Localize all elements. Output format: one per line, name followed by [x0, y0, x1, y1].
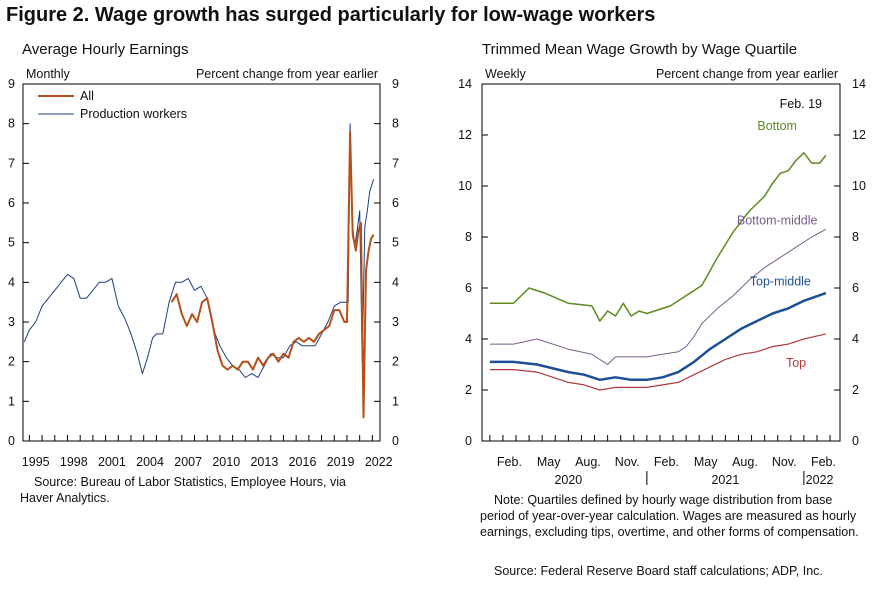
left-x-tick-label: 2022 [365, 455, 393, 469]
left-y-tick-label-right: 5 [392, 236, 399, 250]
left-y-tick-label: 7 [8, 156, 15, 170]
date-annotation: Feb. 19 [780, 97, 822, 111]
right-y-tick-label-right: 8 [852, 230, 859, 244]
left-y-tick-label: 1 [8, 394, 15, 408]
right-note: Note: Quartiles defined by hourly wage d… [480, 493, 859, 539]
right-year-label: 2022 [806, 473, 834, 487]
right-y-tick-label: 6 [465, 281, 472, 295]
right-y-tick-label-right: 2 [852, 383, 859, 397]
left-y-tick-label-right: 3 [392, 315, 399, 329]
right-x-tick-label: Feb. [654, 455, 679, 469]
left-y-tick-label-right: 6 [392, 196, 399, 210]
right-y-tick-label-right: 6 [852, 281, 859, 295]
series-line-top [489, 333, 827, 391]
left-plot-frame [22, 83, 381, 442]
right-y-tick-label-right: 14 [852, 77, 866, 91]
series-line-all [170, 130, 375, 419]
left-y-tick-label-right: 1 [392, 394, 399, 408]
right-y-tick-label: 10 [458, 179, 472, 193]
right-y-tick-label: 14 [458, 77, 472, 91]
left-y-tick-label: 8 [8, 117, 15, 131]
left-y-tick-label: 6 [8, 196, 15, 210]
right-y-tick-label: 8 [465, 230, 472, 244]
left-y-tick-label: 2 [8, 355, 15, 369]
series-label-top-middle: Top-middle [750, 274, 811, 288]
right-y-tick-label-right: 12 [852, 128, 866, 142]
right-source-note: Source: Federal Reserve Board staff calc… [494, 564, 823, 578]
right-y-tick-label-right: 0 [852, 434, 859, 448]
right-x-tick-label: May [537, 455, 561, 469]
right-frequency-label: Weekly [485, 67, 527, 81]
right-panel-title: Trimmed Mean Wage Growth by Wage Quartil… [482, 41, 798, 58]
series-label-top: Top [786, 356, 806, 370]
left-x-tick-label: 2001 [98, 455, 126, 469]
left-x-tick-label: 2010 [212, 455, 240, 469]
series-label-bottom: Bottom [757, 119, 797, 133]
left-y-tick-label-right: 9 [392, 77, 399, 91]
series-line-bottom [489, 152, 827, 322]
right-y-tick-label-right: 10 [852, 179, 866, 193]
right-plot-frame [481, 83, 841, 442]
right-y-tick-label: 4 [465, 332, 472, 346]
left-y-tick-label-right: 4 [392, 275, 399, 289]
right-x-tick-label: Feb. [811, 455, 836, 469]
right-y-tick-label-right: 4 [852, 332, 859, 346]
right-year-label: 2020 [554, 473, 582, 487]
left-y-tick-label-right: 8 [392, 117, 399, 131]
left-y-tick-label-right: 7 [392, 156, 399, 170]
left-x-tick-label: 2016 [289, 455, 317, 469]
left-y-tick-label: 4 [8, 275, 15, 289]
right-year-label: 2021 [711, 473, 739, 487]
left-y-tick-label: 5 [8, 236, 15, 250]
left-x-tick-label: 2019 [327, 455, 355, 469]
left-frequency-label: Monthly [26, 67, 71, 81]
series-label-bottom-middle: Bottom-middle [737, 213, 818, 227]
right-x-tick-label: May [694, 455, 718, 469]
right-y-tick-label: 12 [458, 128, 472, 142]
right-x-tick-label: Nov. [772, 455, 797, 469]
legend-label-production: Production workers [80, 107, 187, 121]
left-y-tick-label-right: 0 [392, 434, 399, 448]
series-line-production-workers [23, 123, 375, 378]
left-units-label: Percent change from year earlier [196, 67, 378, 81]
series-line-bottom-middle [489, 228, 827, 365]
right-y-tick-label: 2 [465, 383, 472, 397]
left-x-tick-label: 2007 [174, 455, 202, 469]
figure-title: Figure 2. Wage growth has surged particu… [6, 4, 656, 26]
left-y-tick-label: 9 [8, 77, 15, 91]
right-x-tick-label: Feb. [497, 455, 522, 469]
left-y-tick-label: 3 [8, 315, 15, 329]
left-y-tick-label-right: 2 [392, 355, 399, 369]
right-x-tick-label: Aug. [575, 455, 601, 469]
series-line-top-middle [489, 291, 827, 382]
right-units-label: Percent change from year earlier [656, 67, 838, 81]
right-y-tick-label: 0 [465, 434, 472, 448]
left-x-tick-label: 2004 [136, 455, 164, 469]
left-y-tick-label: 0 [8, 434, 15, 448]
left-x-tick-label: 1995 [22, 455, 50, 469]
left-source-note: Source: Bureau of Labor Statistics, Empl… [20, 475, 346, 505]
left-x-tick-label: 2013 [250, 455, 278, 469]
right-x-tick-label: Nov. [615, 455, 640, 469]
legend-label-all: All [80, 89, 94, 103]
left-x-tick-label: 1998 [60, 455, 88, 469]
right-x-tick-label: Aug. [732, 455, 758, 469]
left-panel-title: Average Hourly Earnings [22, 41, 189, 58]
